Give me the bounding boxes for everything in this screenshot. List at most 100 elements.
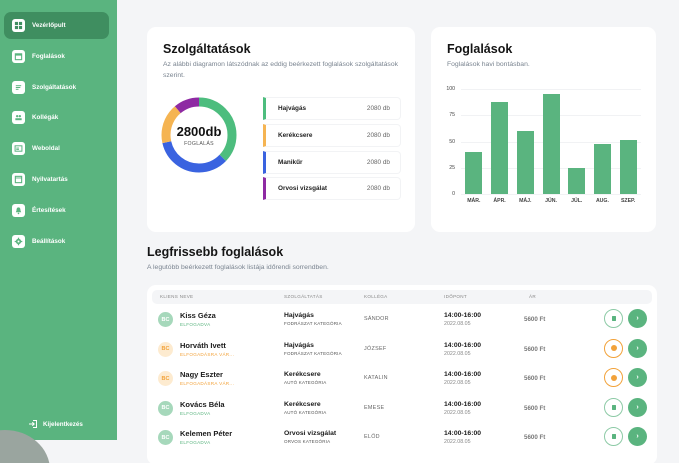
avatar: BC: [158, 430, 173, 445]
booking-price: 5600 Ft: [524, 316, 546, 323]
x-tick-label: MÁJ.: [519, 198, 532, 204]
sidebar-item-bookings[interactable]: Foglalások: [4, 43, 109, 70]
column-header: ÁR: [529, 294, 536, 299]
service-name: Kerékcsere: [284, 400, 321, 408]
services-legend: Hajvágás 2080 db Kerékcsere 2080 db Mani…: [263, 97, 401, 204]
legend-item[interactable]: Orvosi vizsgálat 2080 db: [263, 177, 401, 201]
services-subtitle: Az alábbi diagramon látszódnak az eddig …: [163, 61, 399, 79]
donut-center: 2800db FOGLALÁS: [161, 97, 237, 173]
booking-date: 2022.08.05: [444, 321, 471, 327]
legend-item[interactable]: Kerékcsere 2080 db: [263, 123, 401, 147]
gridline: [461, 194, 641, 195]
colleague-name: EMESE: [364, 404, 385, 411]
status-badge: ELFOGADVA: [180, 410, 211, 416]
recent-title: Legfrissebb foglalások: [147, 245, 284, 259]
service-name: Kerékcsere: [284, 371, 321, 378]
table-body: BC Kiss Géza ELFOGADVA Hajvágás FODRÁSZAT KA…: [152, 304, 652, 452]
bookings-title: Foglalások: [447, 42, 513, 56]
delete-button[interactable]: [604, 427, 623, 446]
sidebar-item-settings[interactable]: Beállítások: [4, 228, 109, 255]
table-row[interactable]: BC Nagy Eszter ELFOGADÁSRA VÁR... Kerékcser…: [152, 363, 652, 393]
trash-icon: [611, 404, 616, 410]
bar[interactable]: [619, 140, 637, 194]
service-name: Hajvágás: [284, 312, 314, 319]
bar[interactable]: [542, 94, 560, 194]
gear-icon: [12, 234, 25, 248]
legend-name: Kerékcsere: [278, 131, 313, 139]
column-header: KLIENS NEVE: [160, 294, 194, 299]
legend-value: 2080 db: [366, 158, 390, 166]
x-tick-label: MÁR.: [467, 198, 481, 204]
sidebar-item-register[interactable]: Nyilvatartás: [4, 166, 109, 193]
x-tick-label: JÚN.: [545, 198, 557, 204]
sidebar-item-label: Értesítések: [32, 206, 66, 214]
bar[interactable]: [465, 152, 483, 194]
booking-time: 14:00-16:00: [444, 312, 482, 319]
legend-item[interactable]: Hajvágás 2080 db: [263, 97, 401, 120]
logout-label: Kijelentkezés: [43, 420, 83, 428]
open-booking-button[interactable]: ›: [628, 338, 647, 358]
sidebar-item-notifications[interactable]: Értesítések: [4, 197, 109, 224]
open-booking-button[interactable]: ›: [628, 427, 647, 446]
pending-button[interactable]: [604, 338, 623, 358]
column-header: KOLLÉGA: [364, 294, 388, 299]
service-name: Orvosi vizsgálat: [284, 430, 337, 437]
legend-value: 2080 db: [366, 105, 390, 112]
status-badge: ELFOGADÁSRA VÁR...: [180, 381, 235, 386]
delete-button[interactable]: [604, 397, 623, 417]
sidebar-item-services[interactable]: Szolgáltatások: [4, 74, 109, 101]
sidebar-item-dashboard[interactable]: Vezérlőpult: [4, 12, 109, 39]
dashboard-icon: [12, 19, 25, 32]
table-row[interactable]: BC Horváth Ivett ELFOGADÁSRA VÁR... Hajvágá…: [152, 334, 652, 364]
bar[interactable]: [568, 167, 586, 194]
table-row[interactable]: BC Kovács Béla ELFOGADVA Kerékcsere AUTÓ KAT…: [152, 393, 652, 423]
y-tick-label: 100: [446, 86, 455, 92]
table-row[interactable]: BC Kiss Géza ELFOGADVA Hajvágás FODRÁSZAT KA…: [152, 304, 652, 334]
colleague-name: KATALIN: [364, 375, 388, 381]
column-header: IDŐPONT: [444, 294, 468, 299]
booking-time: 14:00-16:00: [444, 341, 482, 349]
bar[interactable]: [516, 131, 534, 194]
list-icon: [12, 80, 25, 94]
open-booking-button[interactable]: ›: [628, 368, 647, 387]
pending-button[interactable]: [604, 368, 623, 387]
x-tick-label: AUG.: [595, 198, 609, 204]
logout-icon: [29, 420, 37, 428]
gridline: [461, 89, 641, 90]
sidebar-item-website[interactable]: Weboldal: [4, 135, 109, 162]
service-category: FODRÁSZAT KATEGÓRIA: [284, 350, 342, 356]
pending-icon: [610, 345, 617, 351]
client-name: Horváth Ivett: [180, 340, 226, 350]
x-tick-label: JÚL.: [571, 198, 583, 204]
y-tick-label: 75: [449, 112, 455, 119]
table-row[interactable]: BC Kelemen Péter ELFOGADVA Orvosi vizsgálat…: [152, 422, 652, 452]
service-category: FODRÁSZAT KATEGÓRIA: [284, 321, 342, 326]
donut-total-label: FOGLALÁS: [184, 140, 214, 147]
open-booking-button[interactable]: ›: [628, 397, 647, 417]
trash-icon: [611, 434, 616, 439]
services-donut-chart: [161, 97, 237, 173]
sidebar-item-colleagues[interactable]: Kollégák: [4, 104, 109, 131]
delete-button[interactable]: [604, 309, 623, 328]
pending-icon: [610, 374, 617, 381]
booking-date: 2022.08.05: [444, 409, 471, 416]
y-tick-label: 25: [449, 164, 455, 171]
services-title: Szolgáltatások: [163, 42, 251, 56]
legend-item[interactable]: Manikűr 2080 db: [263, 150, 401, 174]
bar[interactable]: [491, 101, 509, 194]
x-tick-label: SZEP.: [620, 198, 636, 204]
booking-price: 5600 Ft: [524, 375, 546, 382]
client-name: Kiss Géza: [180, 311, 216, 320]
sidebar-item-label: Beállítások: [32, 237, 66, 245]
service-name: Hajvágás: [284, 341, 314, 349]
colleague-name: SÁNDOR: [364, 316, 389, 322]
bookings-subtitle: Foglalások havi bontásban.: [447, 61, 530, 68]
service-category: ORVOS KATEGÓRIA: [284, 439, 331, 444]
y-tick-label: 0: [452, 191, 455, 197]
register-icon: [12, 172, 25, 186]
sidebar-item-label: Weboldal: [32, 145, 60, 153]
column-header: SZOLGÁLTATÁS: [284, 294, 323, 299]
bar[interactable]: [593, 143, 611, 194]
open-booking-button[interactable]: ›: [628, 309, 647, 328]
logout-button[interactable]: Kijelentkezés: [28, 419, 83, 429]
